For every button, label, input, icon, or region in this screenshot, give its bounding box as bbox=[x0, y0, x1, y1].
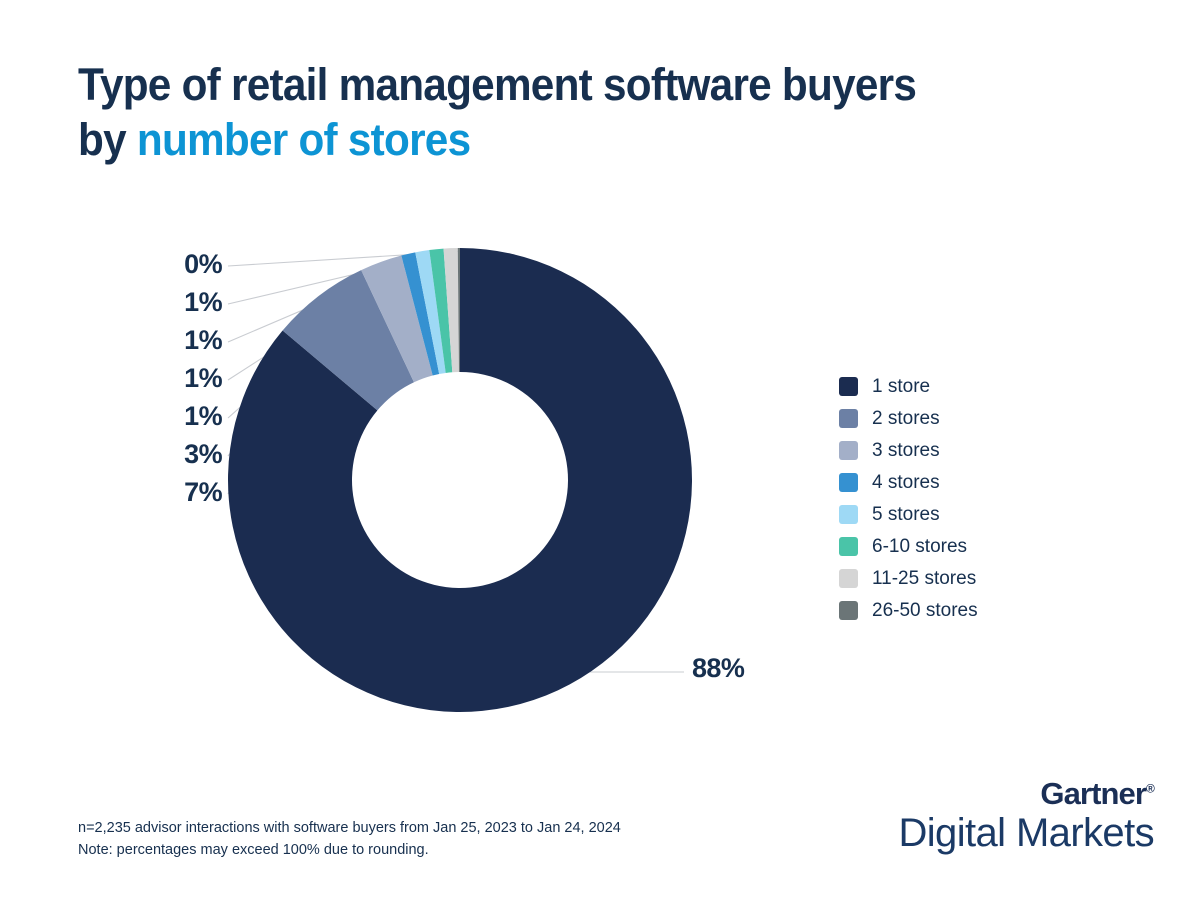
donut-slice[interactable] bbox=[361, 255, 433, 383]
donut-chart: 0% 1% 1% 1% 1% 3% 7% 88% bbox=[0, 210, 820, 750]
legend-label: 26-50 stores bbox=[872, 599, 978, 621]
donut-slice[interactable] bbox=[443, 248, 459, 373]
legend-swatch-icon bbox=[839, 472, 858, 492]
legend-label: 6-10 stores bbox=[872, 535, 968, 557]
value-label-4-stores: 1% bbox=[184, 401, 222, 431]
donut-slice[interactable] bbox=[282, 270, 414, 411]
value-label-3-stores: 3% bbox=[184, 439, 222, 469]
legend-item[interactable]: 3 stores bbox=[839, 434, 978, 466]
legend-swatch-icon bbox=[839, 440, 858, 460]
value-label-11-25-stores: 1% bbox=[184, 287, 222, 317]
legend-item[interactable]: 6-10 stores bbox=[839, 530, 978, 562]
footnote-line-2: Note: percentages may exceed 100% due to… bbox=[78, 841, 429, 858]
donut-slice[interactable] bbox=[457, 248, 460, 373]
gartner-digital-markets-logo: Gartner® Digital Markets bbox=[898, 776, 1155, 855]
legend-swatch-icon bbox=[839, 504, 858, 524]
legend-label: 4 stores bbox=[872, 471, 940, 493]
legend-swatch-icon bbox=[839, 600, 858, 620]
legend-swatch-icon bbox=[839, 408, 858, 428]
legend-swatch-icon bbox=[839, 568, 858, 588]
legend-label: 2 stores bbox=[872, 407, 940, 429]
legend-item[interactable]: 2 stores bbox=[839, 402, 978, 434]
legend-item[interactable]: 11-25 stores bbox=[839, 562, 978, 594]
legend-label: 11-25 stores bbox=[872, 567, 977, 589]
logo-brand-text: Gartner bbox=[1040, 776, 1147, 811]
chart-footnote: n=2,235 advisor interactions with softwa… bbox=[78, 818, 621, 862]
donut-slice[interactable] bbox=[415, 250, 446, 375]
legend-item[interactable]: 1 store bbox=[839, 370, 978, 402]
donut-slices-group bbox=[228, 248, 692, 712]
legend-item[interactable]: 26-50 stores bbox=[839, 594, 978, 626]
title-line-2: by number of stores bbox=[78, 113, 1074, 168]
legend-swatch-icon bbox=[839, 376, 858, 396]
logo-brand: Gartner® bbox=[898, 776, 1155, 811]
value-label-26-50-stores: 0% bbox=[184, 249, 222, 279]
donut-slice[interactable] bbox=[401, 252, 440, 376]
registered-trademark-icon: ® bbox=[1146, 781, 1155, 796]
value-label-5-stores: 1% bbox=[184, 363, 222, 393]
legend-label: 3 stores bbox=[872, 439, 940, 461]
title-line-2-prefix: by bbox=[78, 113, 137, 165]
value-label-6-10-stores: 1% bbox=[184, 325, 222, 355]
footnote-line-1: n=2,235 advisor interactions with softwa… bbox=[78, 820, 621, 836]
legend-label: 1 store bbox=[872, 375, 931, 397]
legend-item[interactable]: 5 stores bbox=[839, 498, 978, 530]
title-line-2-accent: number of stores bbox=[136, 113, 471, 165]
logo-product: Digital Markets bbox=[898, 810, 1154, 855]
value-label-2-stores: 7% bbox=[184, 477, 222, 507]
title-line-1: Type of retail management software buyer… bbox=[78, 59, 917, 110]
donut-chart-svg bbox=[227, 248, 692, 712]
donut-slice[interactable] bbox=[429, 248, 453, 373]
chart-legend: 1 store 2 stores 3 stores 4 stores 5 stores 6… bbox=[839, 370, 978, 626]
legend-item[interactable]: 4 stores bbox=[839, 466, 978, 498]
page-title: Type of retail management software buyer… bbox=[78, 58, 1138, 168]
donut-slice[interactable] bbox=[228, 248, 692, 712]
value-label-1-store: 88% bbox=[692, 653, 745, 683]
legend-label: 5 stores bbox=[872, 503, 940, 525]
legend-swatch-icon bbox=[839, 536, 858, 556]
